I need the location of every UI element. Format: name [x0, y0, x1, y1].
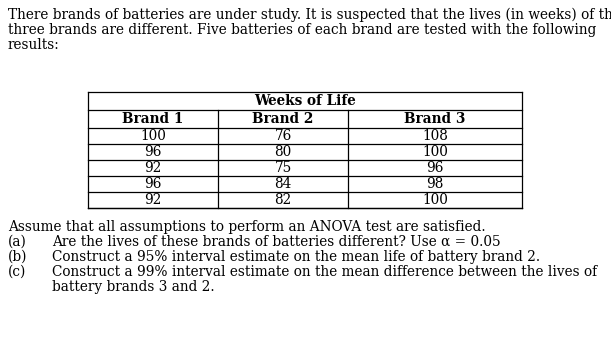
Text: (c): (c)	[8, 265, 26, 279]
Text: Brand 1: Brand 1	[122, 112, 184, 126]
Text: Assume that all assumptions to perform an ANOVA test are satisfied.: Assume that all assumptions to perform a…	[8, 220, 486, 234]
Text: Weeks of Life: Weeks of Life	[254, 94, 356, 108]
Text: three brands are different. Five batteries of each brand are tested with the fol: three brands are different. Five batteri…	[8, 23, 596, 37]
Text: Are the lives of these brands of batteries different? Use α = 0.05: Are the lives of these brands of batteri…	[52, 235, 500, 249]
Text: 98: 98	[426, 177, 444, 191]
Text: 96: 96	[144, 177, 162, 191]
Text: 80: 80	[274, 145, 291, 159]
Text: 84: 84	[274, 177, 291, 191]
Text: 76: 76	[274, 129, 291, 143]
Text: 96: 96	[426, 161, 444, 175]
Text: 92: 92	[144, 193, 162, 207]
Text: 75: 75	[274, 161, 291, 175]
Text: There brands of batteries are under study. It is suspected that the lives (in we: There brands of batteries are under stud…	[8, 8, 611, 22]
Text: (b): (b)	[8, 250, 27, 264]
Text: 100: 100	[422, 145, 448, 159]
Text: 96: 96	[144, 145, 162, 159]
Text: 100: 100	[140, 129, 166, 143]
Text: battery brands 3 and 2.: battery brands 3 and 2.	[52, 280, 214, 294]
Text: Construct a 99% interval estimate on the mean difference between the lives of: Construct a 99% interval estimate on the…	[52, 265, 597, 279]
Text: Brand 2: Brand 2	[252, 112, 313, 126]
Text: 100: 100	[422, 193, 448, 207]
Text: (a): (a)	[8, 235, 27, 249]
Text: Brand 3: Brand 3	[404, 112, 466, 126]
Text: Construct a 95% interval estimate on the mean life of battery brand 2.: Construct a 95% interval estimate on the…	[52, 250, 540, 264]
Text: 92: 92	[144, 161, 162, 175]
Text: 82: 82	[274, 193, 291, 207]
Text: results:: results:	[8, 38, 60, 52]
Text: 108: 108	[422, 129, 448, 143]
